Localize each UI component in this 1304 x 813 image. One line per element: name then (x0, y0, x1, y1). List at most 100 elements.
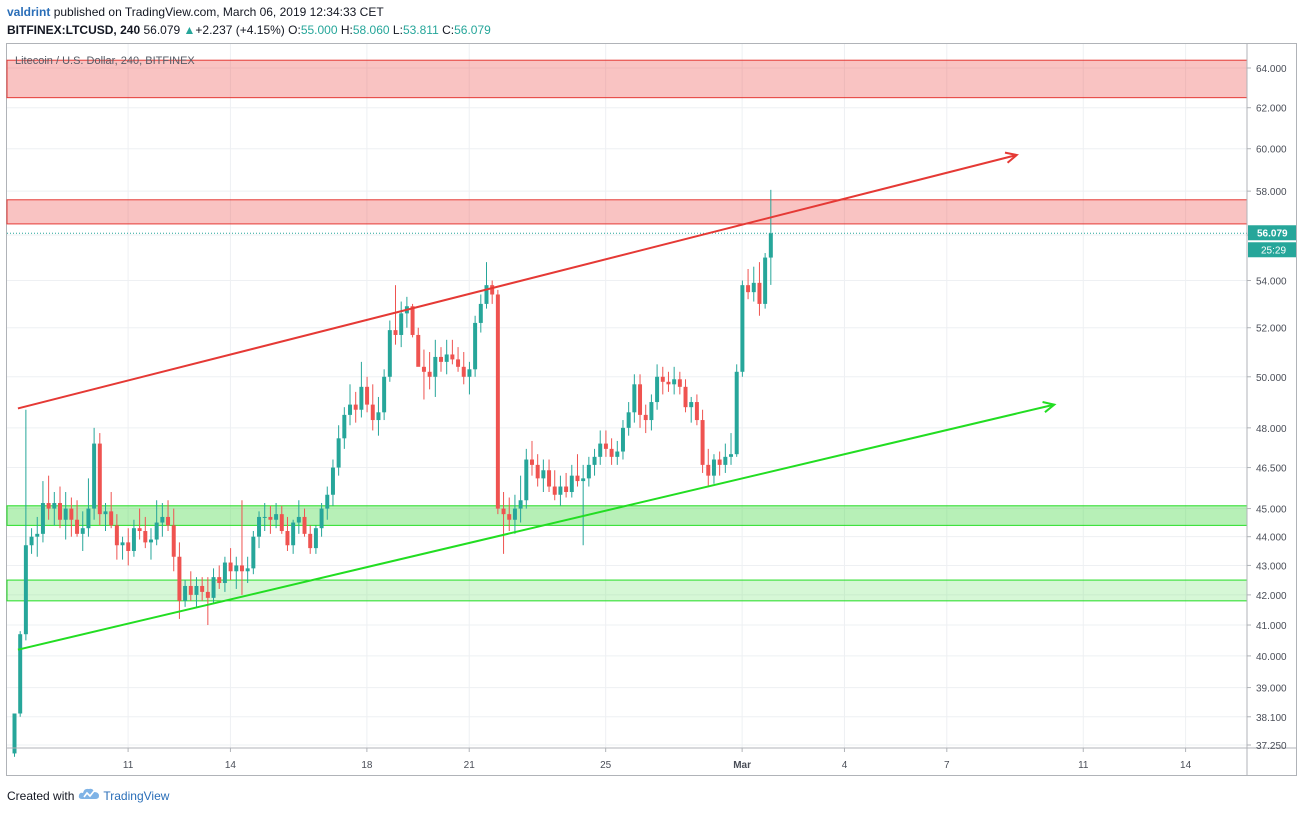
candle-body (643, 414, 648, 421)
support-trendline (17, 403, 1055, 651)
candle-body (268, 516, 273, 520)
tradingview-link[interactable]: TradingView (103, 789, 170, 803)
high-label: H: (340, 23, 353, 37)
candle-body (365, 386, 370, 405)
candle-body (336, 438, 341, 468)
y-tick-label: 40.000 (1256, 652, 1287, 663)
candle-body (723, 456, 728, 465)
candles-group (12, 189, 773, 757)
close-value: 56.079 (454, 23, 491, 37)
y-tick-label: 58.000 (1256, 187, 1287, 198)
y-tick-label: 44.000 (1256, 533, 1287, 544)
y-tick-label: 38.100 (1256, 713, 1287, 724)
change-text: +2.237 (+4.15%) (195, 23, 285, 37)
candle-body (86, 508, 91, 529)
publish-line: valdrint published on TradingView.com, M… (7, 4, 1297, 21)
candle-body (535, 464, 540, 479)
y-tick-label: 46.500 (1256, 464, 1287, 475)
candle-body (524, 459, 529, 501)
candle-body (501, 508, 506, 515)
x-tick-label: 25 (600, 760, 612, 771)
candle-body (80, 528, 85, 534)
candle-body (450, 354, 455, 360)
candle-body (694, 402, 699, 421)
candle-body (416, 334, 421, 367)
x-tick-label: 11 (1078, 760, 1089, 771)
candle-body (342, 414, 347, 439)
candle-body (473, 322, 478, 370)
footer: Created with TradingView (7, 787, 169, 805)
candle-body (717, 459, 722, 465)
candle-body (751, 282, 756, 293)
candle-body (746, 285, 751, 293)
candle-body (75, 519, 80, 534)
candle-body (444, 354, 449, 362)
candle-body (672, 379, 677, 385)
candle-body (200, 585, 205, 592)
candle-body (274, 514, 279, 520)
candle-body (620, 427, 625, 452)
chart-header: valdrint published on TradingView.com, M… (7, 4, 1297, 39)
x-tick-label: 18 (361, 760, 373, 771)
resistance-trendline (17, 154, 1017, 410)
candle-body (467, 369, 472, 377)
resistance-zone (6, 199, 1248, 225)
candle-body (382, 376, 387, 413)
y-tick-label: 62.000 (1256, 104, 1287, 115)
candle-body (35, 533, 40, 537)
candle-body (700, 420, 705, 465)
candle-body (285, 531, 290, 546)
candle-body (18, 634, 23, 714)
candle-body (768, 233, 773, 258)
candle-body (478, 303, 483, 323)
published-text: published on TradingView.com, March 06, … (53, 5, 384, 19)
up-arrow-icon: ▲ (183, 23, 196, 37)
candle-body (63, 508, 68, 520)
symbol-line: BITFINEX:LTCUSD, 240 56.079 ▲+2.237 (+4.… (7, 21, 1297, 39)
chart-title: Litecoin / U.S. Dollar, 240, BITFINEX (15, 55, 195, 67)
y-tick-label: 37.250 (1256, 741, 1287, 752)
candle-body (245, 568, 250, 572)
candle-body (433, 356, 438, 377)
candle-body (461, 366, 466, 377)
trendline-arrowhead-icon (1042, 401, 1057, 413)
candle-body (393, 330, 398, 335)
candle-body (615, 451, 620, 457)
candle-body (114, 525, 119, 546)
close-label: C: (442, 23, 455, 37)
candle-body (120, 542, 125, 546)
candle-body (228, 562, 233, 572)
x-tick-label: 11 (123, 760, 134, 771)
current-price-label: 56.079 (1257, 228, 1288, 239)
candle-body (427, 371, 432, 377)
candle-body (757, 282, 762, 304)
candle-body (251, 536, 256, 569)
candle-body (40, 503, 45, 534)
candle-body (177, 556, 182, 601)
candle-body (143, 531, 148, 543)
candle-body (376, 412, 381, 421)
candle-body (484, 285, 489, 304)
candle-body (148, 539, 153, 543)
candle-body (507, 514, 512, 520)
candle-body (12, 713, 17, 754)
countdown-badge (1248, 242, 1296, 258)
candle-body (734, 371, 739, 455)
candle-body (495, 294, 500, 509)
candle-body (490, 285, 495, 295)
candle-body (183, 585, 188, 601)
open-label: O: (288, 23, 301, 37)
candle-body (370, 404, 375, 421)
candle-body (92, 443, 97, 509)
y-tick-label: 41.000 (1256, 621, 1287, 632)
candle-body (399, 313, 404, 335)
low-label: L: (392, 23, 403, 37)
x-tick-label: 14 (1180, 760, 1192, 771)
resistance-zone (6, 59, 1248, 99)
author-link[interactable]: valdrint (7, 5, 51, 19)
candle-body (171, 525, 176, 557)
candle-body (689, 402, 694, 408)
candle-body (97, 443, 102, 515)
last-price: 56.079 (143, 23, 181, 37)
